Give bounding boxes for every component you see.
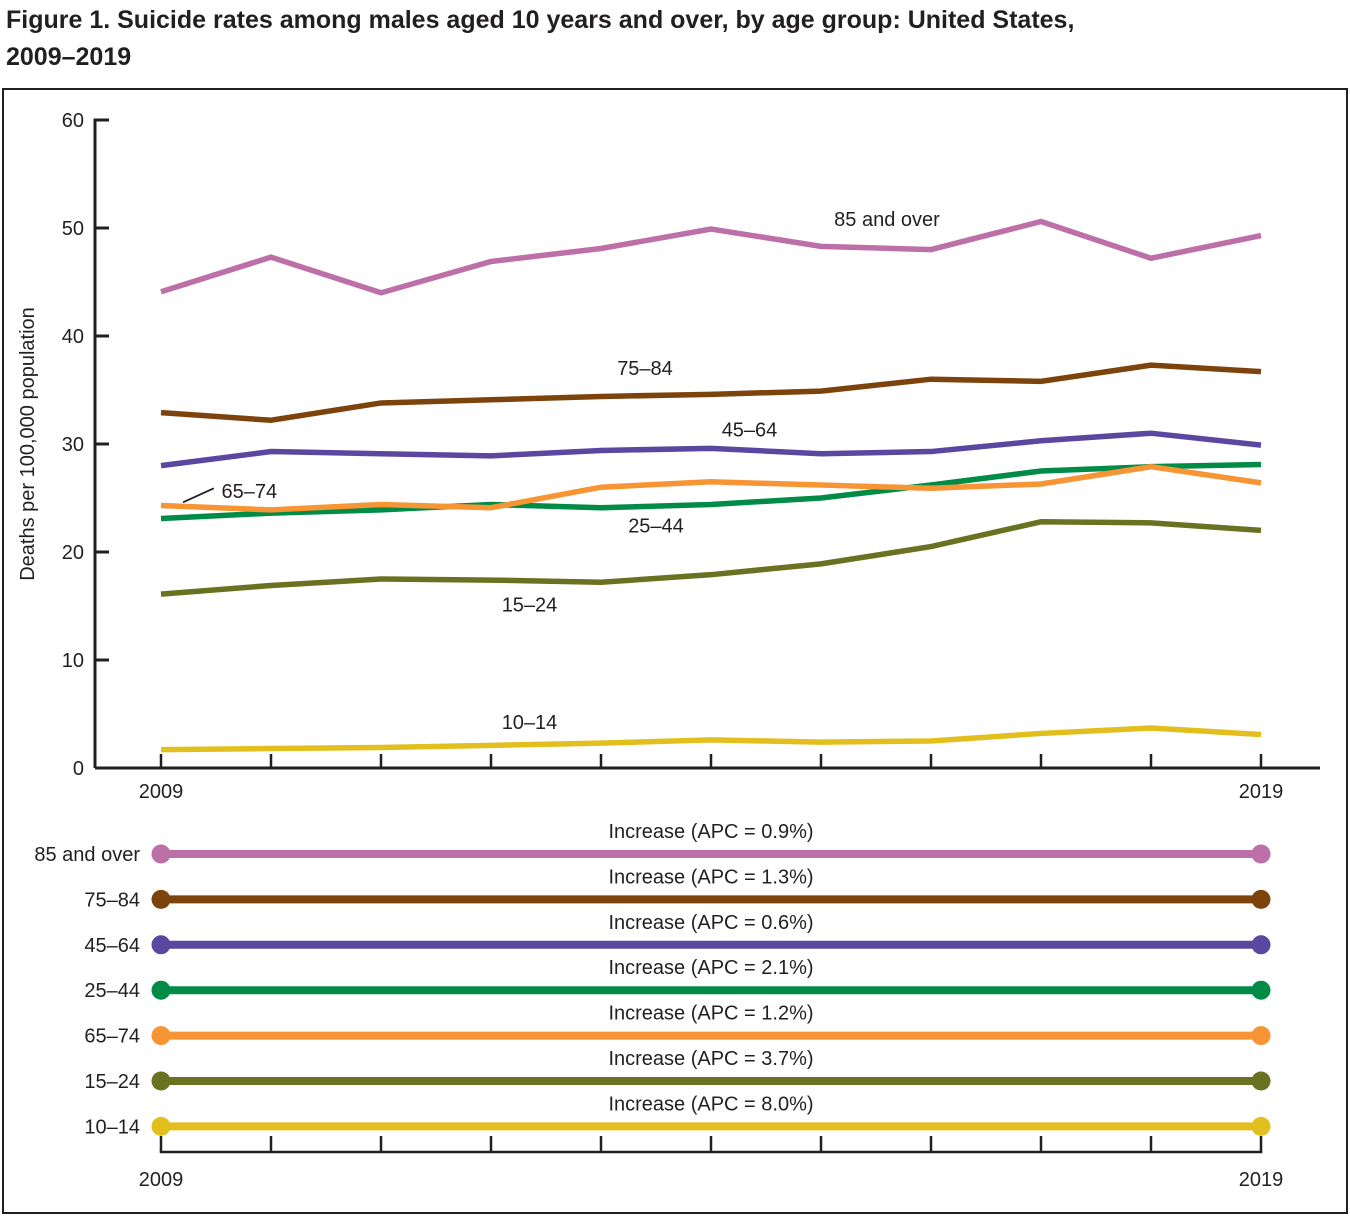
- series-label-75-84: 75–84: [617, 358, 673, 380]
- legend-row-label-85-and-over: 85 and over: [34, 844, 140, 866]
- legend-dot-right-25-44: [1251, 980, 1271, 1000]
- legend-row-label-65-74: 65–74: [84, 1026, 140, 1048]
- apc-label-15-24: Increase (APC = 3.7%): [608, 1048, 813, 1070]
- y-tick-label-10: 10: [62, 650, 84, 672]
- apc-label-45-64: Increase (APC = 0.6%): [608, 912, 813, 934]
- apc-label-25-44: Increase (APC = 2.1%): [608, 957, 813, 979]
- apc-label-85-and-over: Increase (APC = 0.9%): [608, 821, 813, 843]
- y-tick-label-30: 30: [62, 434, 84, 456]
- legend-row-label-75-84: 75–84: [84, 889, 140, 911]
- series-label-10-14: 10–14: [502, 712, 558, 734]
- figure-title: Figure 1. Suicide rates among males aged…: [6, 2, 1346, 76]
- legend-dot-left-75-84: [151, 889, 171, 909]
- legend-dot-right-75-84: [1251, 889, 1271, 909]
- apc-label-75-84: Increase (APC = 1.3%): [608, 866, 813, 888]
- legend-axis-label-2009: 2009: [139, 1169, 184, 1191]
- legend-dot-left-85-and-over: [151, 844, 171, 864]
- legend-axis-label-2019: 2019: [1239, 1169, 1284, 1191]
- series-label-85-and-over: 85 and over: [834, 209, 940, 231]
- legend-row-label-45-64: 45–64: [84, 935, 140, 957]
- x-axis-label-2019: 2019: [1239, 781, 1284, 803]
- y-tick-label-20: 20: [62, 542, 84, 564]
- legend-row-label-25-44: 25–44: [84, 980, 140, 1002]
- y-tick-label-0: 0: [73, 758, 84, 780]
- series-label-65-74: 65–74: [222, 481, 278, 503]
- series-line-85-and-over: [160, 218, 1262, 296]
- apc-label-65-74: Increase (APC = 1.2%): [608, 1003, 813, 1025]
- series-label-15-24: 15–24: [502, 594, 558, 616]
- legend-dot-right-65-74: [1251, 1026, 1271, 1046]
- legend-dot-left-65-74: [151, 1026, 171, 1046]
- series-line-75-84: [160, 362, 1262, 424]
- series-line-25-44: [160, 461, 1262, 522]
- legend-dot-right-10-14: [1251, 1116, 1271, 1136]
- y-tick-label-50: 50: [62, 218, 84, 240]
- figure-title-line1: Figure 1. Suicide rates among males aged…: [6, 6, 1075, 34]
- series-label-45-64: 45–64: [722, 419, 778, 441]
- series-label-25-44: 25–44: [628, 516, 684, 538]
- legend-dot-left-10-14: [151, 1116, 171, 1136]
- x-axis-label-2009: 2009: [139, 781, 184, 803]
- figure-svg: 0 10 20 30 40 50 60 2009 2019 Deaths per 100,000 …: [17, 110, 1320, 1191]
- series-line-65-74: [160, 463, 1262, 513]
- series-label-leader-65-74: [182, 487, 215, 504]
- legend-dot-right-45-64: [1251, 935, 1271, 955]
- figure-panel: 0 10 20 30 40 50 60 2009 2019 Deaths per 100,000 …: [2, 88, 1348, 1214]
- legend-row-label-15-24: 15–24: [84, 1071, 140, 1093]
- series-line-15-24: [160, 519, 1262, 597]
- y-tick-label-60: 60: [62, 110, 84, 132]
- figure-title-line2: 2009–2019: [6, 43, 132, 71]
- y-axis-title: Deaths per 100,000 population: [17, 307, 39, 581]
- y-tick-label-40: 40: [62, 326, 84, 348]
- legend-dot-left-45-64: [151, 935, 171, 955]
- series-line-45-64: [160, 430, 1262, 469]
- legend-dot-left-25-44: [151, 980, 171, 1000]
- legend-dot-right-15-24: [1251, 1071, 1271, 1091]
- series-line-10-14: [160, 725, 1262, 753]
- legend-dot-left-15-24: [151, 1071, 171, 1091]
- legend-row-label-10-14: 10–14: [84, 1116, 140, 1138]
- apc-label-10-14: Increase (APC = 8.0%): [608, 1093, 813, 1115]
- legend-dot-right-85-and-over: [1251, 844, 1271, 864]
